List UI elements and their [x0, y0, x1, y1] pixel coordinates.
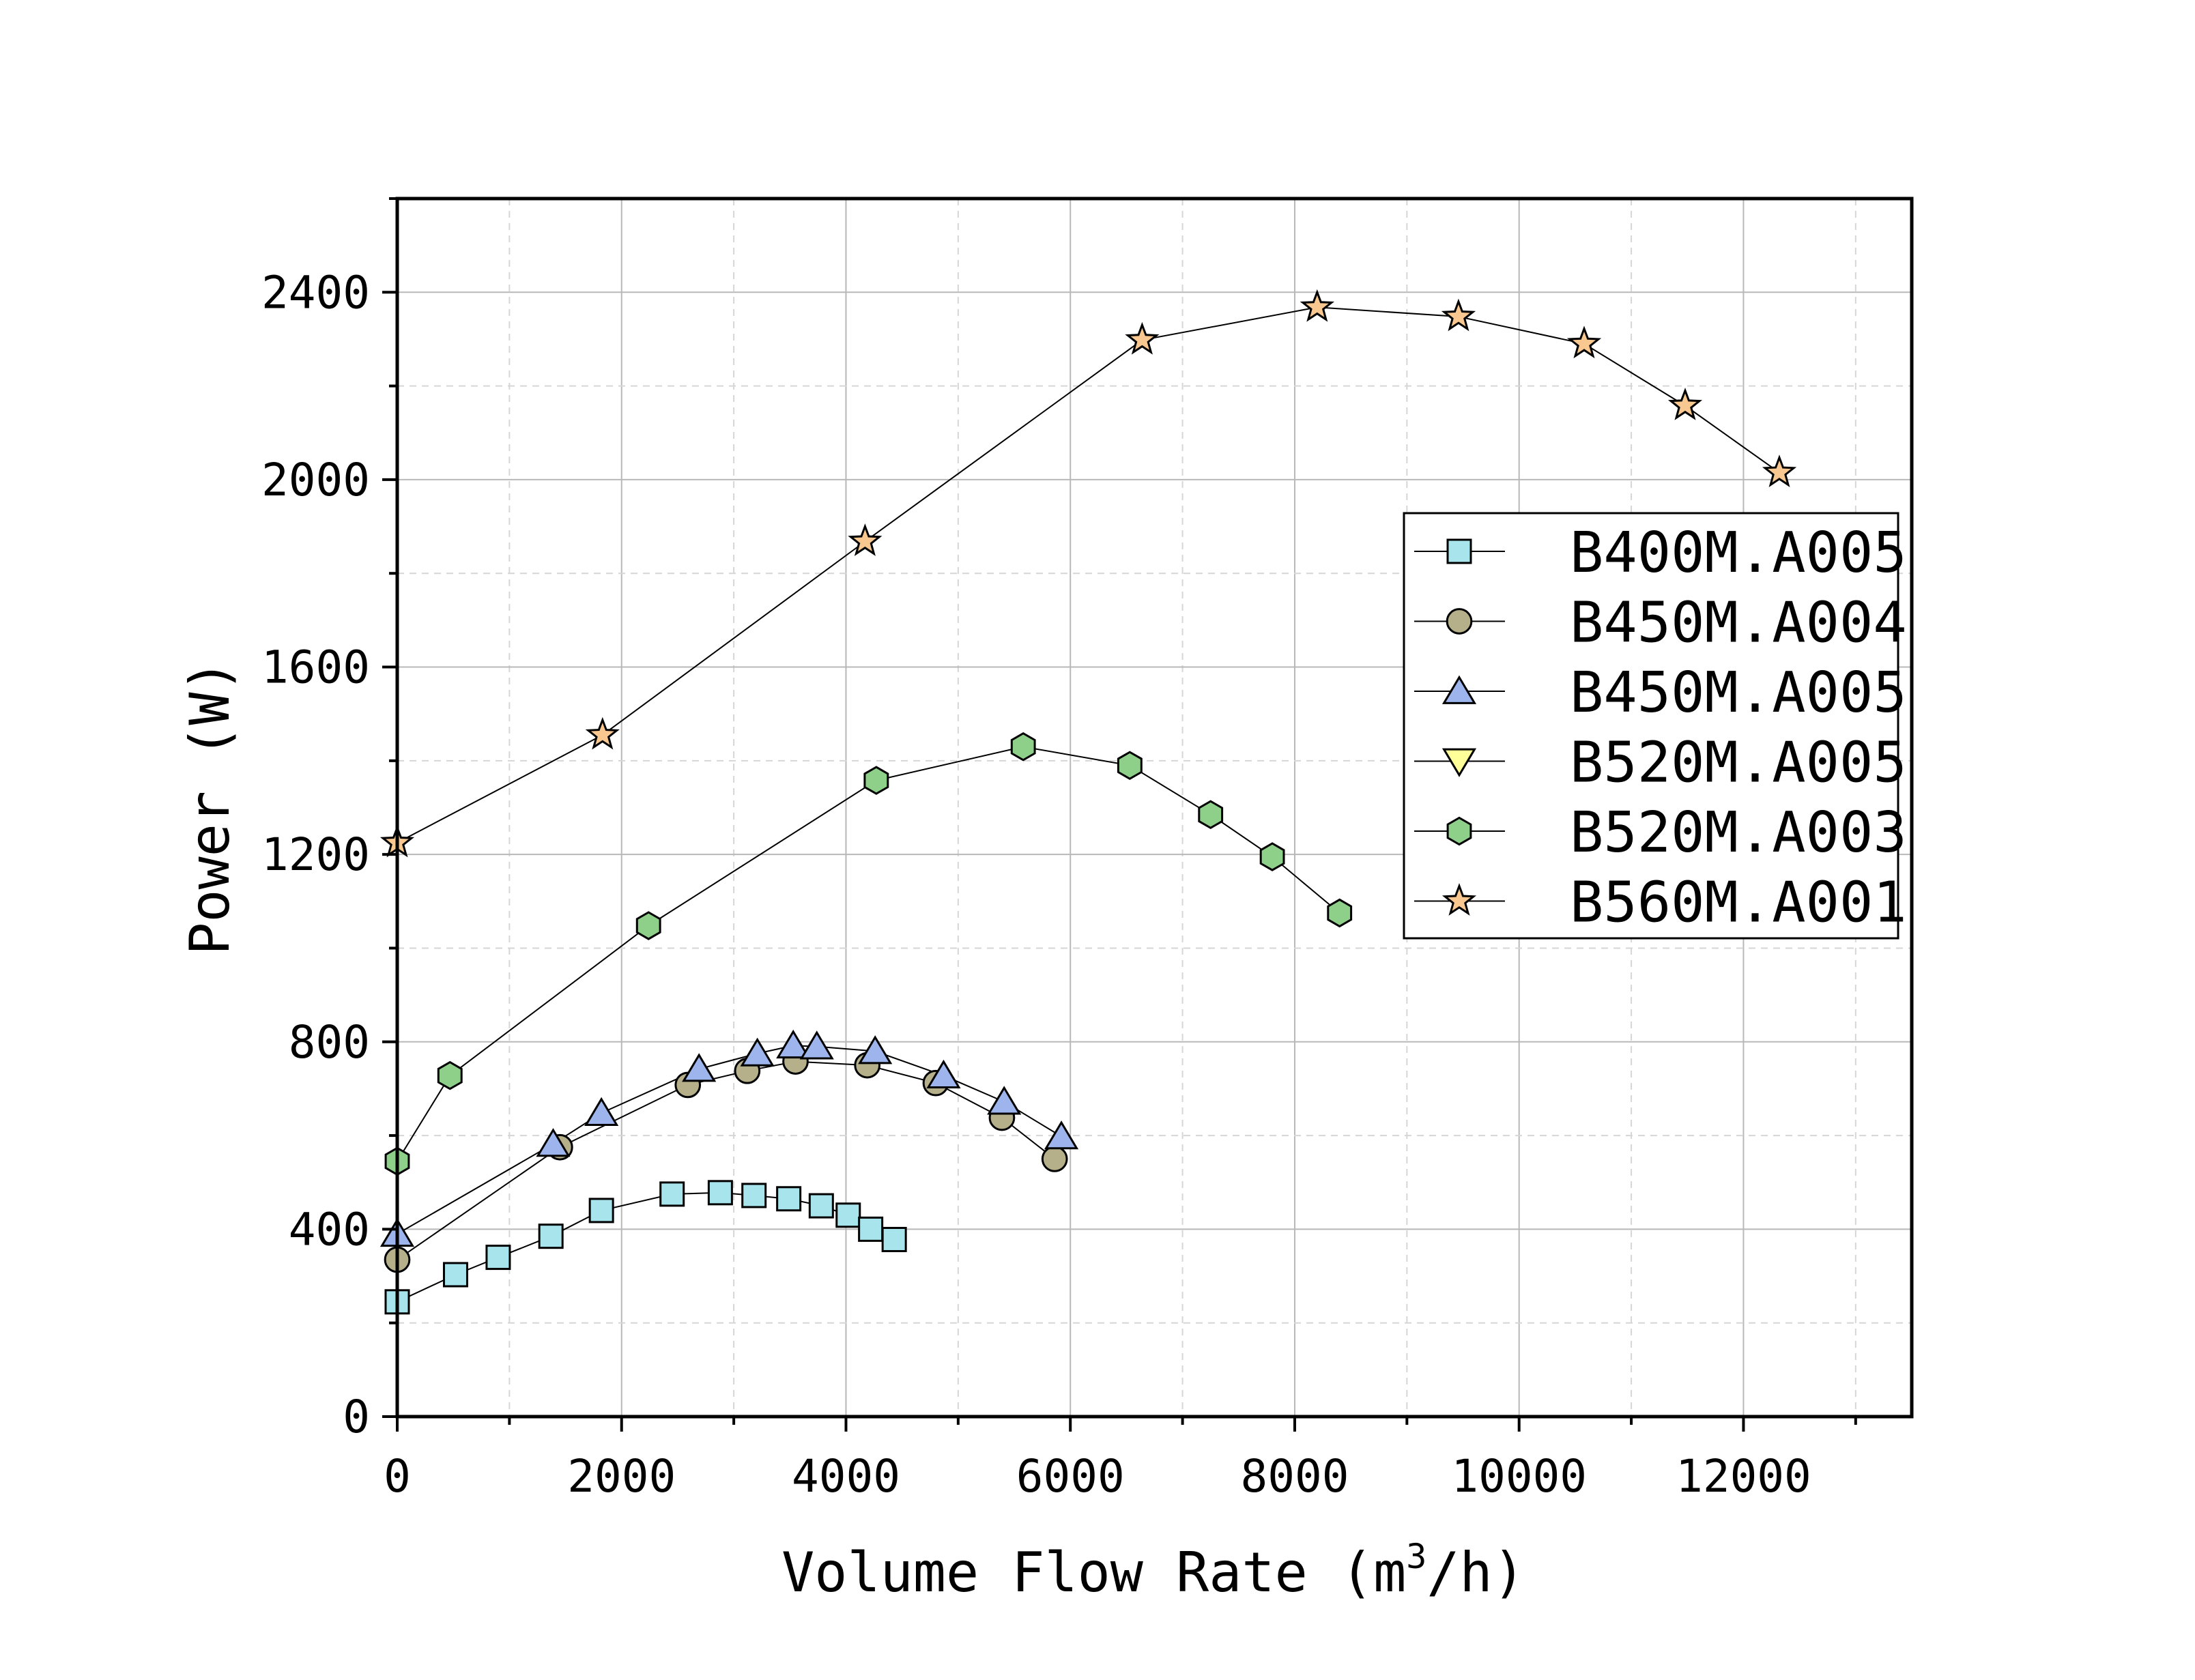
data-point-B400M.A005: [442, 1262, 468, 1288]
x-axis-label-tail: /h): [1426, 1541, 1525, 1604]
data-point-B450M.A005: [536, 1128, 571, 1157]
series-markers: [379, 289, 1797, 1315]
legend-label: B520M.A005: [1570, 731, 1907, 796]
legend-marker: [1441, 748, 1477, 777]
x-tick-label: 0: [384, 1450, 411, 1503]
y-tick-label: 1200: [261, 828, 370, 881]
data-point-B400M.A005: [776, 1186, 802, 1212]
legend-marker: [1441, 675, 1477, 704]
y-tick-label: 1600: [261, 641, 370, 694]
y-tick-label: 800: [289, 1016, 370, 1069]
legend-label: B520M.A003: [1570, 800, 1907, 865]
y-tick-label: 2400: [261, 266, 370, 319]
data-point-B450M.A005: [926, 1059, 961, 1089]
data-point-B520M.A003: [437, 1060, 463, 1090]
gridlines: [397, 199, 1912, 1417]
data-point-B560M.A001: [1566, 325, 1602, 359]
data-point-B520M.A003: [1010, 732, 1036, 762]
legend-marker: [1441, 883, 1477, 916]
data-point-B560M.A001: [1125, 321, 1160, 355]
data-point-B450M.A005: [584, 1097, 619, 1126]
data-point-B520M.A003: [635, 911, 661, 940]
y-axis-label: Power (W): [178, 659, 242, 955]
data-point-B450M.A005: [799, 1030, 834, 1060]
data-point-B400M.A005: [881, 1226, 907, 1252]
data-point-B520M.A003: [1327, 898, 1353, 928]
x-axis-label: Volume Flow Rate (m3/h): [781, 1537, 1525, 1604]
data-point-B520M.A003: [1198, 800, 1224, 830]
data-point-B450M.A004: [1041, 1146, 1068, 1172]
data-point-B400M.A005: [588, 1198, 614, 1223]
legend-marker: [1446, 608, 1473, 635]
tick-labels: 0 2000 4000 6000 8000 10000 12000 0 400 800 1200 16…: [261, 266, 1811, 1503]
data-point-B450M.A005: [987, 1086, 1022, 1115]
y-tick-label: 0: [343, 1391, 370, 1443]
x-tick-label: 12000: [1676, 1450, 1811, 1503]
legend-box: [1403, 512, 1899, 940]
data-point-B520M.A003: [863, 766, 889, 795]
plot-frame: [395, 197, 1914, 1419]
legend-label: B400M.A005: [1570, 521, 1907, 585]
x-axis-label-superscript: 3: [1406, 1537, 1426, 1576]
legend-marker: [1446, 816, 1472, 846]
x-axis-label-main: Volume Flow Rate (m: [781, 1541, 1406, 1604]
legend-label: B450M.A005: [1570, 661, 1907, 725]
data-point-B560M.A001: [1300, 289, 1334, 322]
data-point-B520M.A003: [1117, 751, 1143, 781]
x-tick-label: 2000: [567, 1450, 676, 1503]
legend-label: B450M.A004: [1570, 591, 1907, 656]
data-point-B450M.A005: [1044, 1120, 1079, 1150]
data-point-B450M.A005: [682, 1053, 717, 1082]
legend-marker: [1446, 538, 1472, 564]
data-point-B400M.A005: [485, 1245, 511, 1271]
data-point-B560M.A001: [848, 523, 883, 556]
x-tick-label: 10000: [1451, 1450, 1587, 1503]
data-point-B400M.A005: [707, 1180, 733, 1206]
data-point-B560M.A001: [1762, 454, 1797, 487]
data-point-B450M.A005: [858, 1035, 893, 1065]
x-tick-label: 4000: [792, 1450, 900, 1503]
data-point-B400M.A005: [835, 1202, 861, 1228]
data-point-B450M.A005: [776, 1029, 811, 1059]
data-point-B400M.A005: [808, 1193, 834, 1219]
data-point-B400M.A005: [538, 1223, 564, 1249]
data-point-B400M.A005: [659, 1181, 685, 1207]
data-point-B400M.A005: [741, 1183, 767, 1208]
data-point-B560M.A001: [1441, 298, 1476, 332]
data-point-B400M.A005: [858, 1216, 884, 1242]
data-point-B520M.A003: [1259, 842, 1285, 871]
x-tick-label: 6000: [1016, 1450, 1125, 1503]
data-point-B560M.A001: [1667, 388, 1703, 420]
x-tick-label: 8000: [1240, 1450, 1349, 1503]
legend: B400M.A005B450M.A004B450M.A005B520M.A005…: [1403, 512, 1907, 940]
data-point-B450M.A005: [740, 1037, 775, 1067]
axis-ticks: [382, 197, 1857, 1432]
data-point-B560M.A001: [585, 716, 620, 750]
legend-label: B560M.A001: [1570, 871, 1907, 936]
y-tick-label: 400: [289, 1203, 370, 1256]
y-tick-label: 2000: [261, 454, 370, 506]
